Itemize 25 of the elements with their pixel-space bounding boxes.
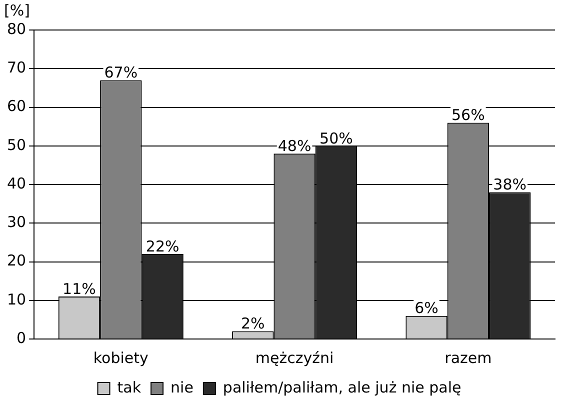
legend-label: nie [170,378,194,396]
x-tick-label: razem [444,348,492,367]
data-label: 48% [278,136,312,155]
data-label: 56% [452,106,485,124]
y-tick-label: 50 [6,136,26,154]
y-tick-label: 70 [6,58,26,77]
data-label: 50% [320,129,353,148]
y-tick-label: 20 [6,252,26,270]
y-axis-title: [%] [4,1,30,20]
data-label: 38% [493,176,527,194]
data-label: 67% [104,64,138,82]
y-tick-label: 60 [6,97,26,116]
y-tick-label: 10 [6,290,26,308]
legend-label: tak [117,378,142,396]
data-label: 6% [414,299,438,318]
y-tick-label: 0 [16,328,26,347]
data-label: 22% [146,237,180,256]
y-tick-label: 40 [6,174,26,192]
y-tick-label: 80 [6,20,26,38]
y-tick-label: 30 [6,213,26,232]
x-tick-label: mężczyźni [255,348,334,367]
data-label: 11% [62,280,96,298]
x-tick-label: kobiety [93,348,149,367]
legend-label: paliłem/paliłam, ale już nie palę [222,378,462,396]
data-label: 2% [240,314,265,333]
